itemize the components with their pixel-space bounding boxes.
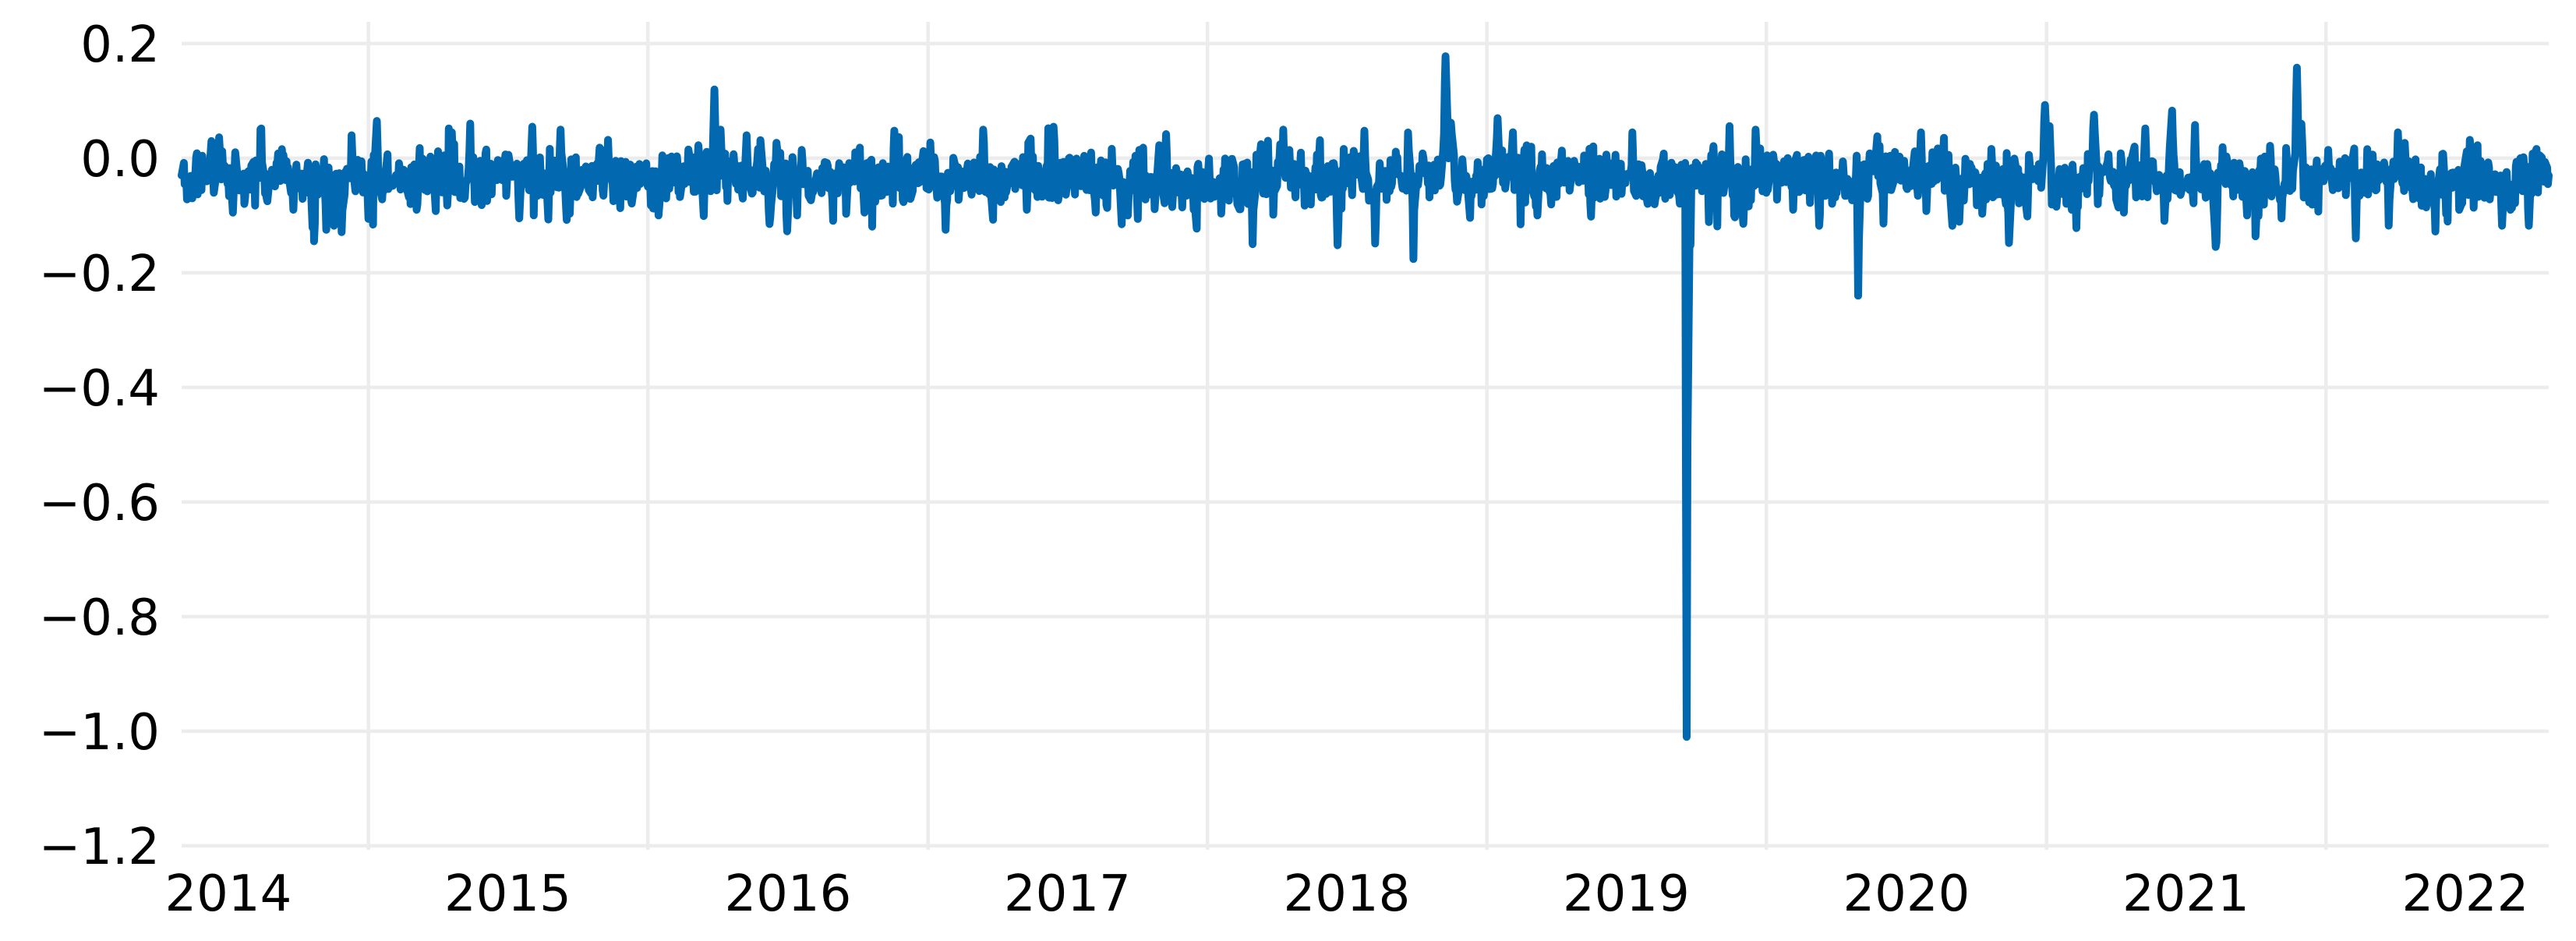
y-tick-label: −0.6 — [39, 475, 160, 532]
x-tick-label: 2019 — [1563, 865, 1690, 923]
y-tick-label: −0.8 — [39, 589, 160, 647]
y-tick-label: −0.2 — [39, 246, 160, 303]
y-tick-label: −1.0 — [39, 704, 160, 762]
x-tick-label: 2017 — [1004, 865, 1131, 923]
y-tick-label: 0.0 — [80, 131, 160, 189]
y-tick-label: −0.4 — [39, 360, 160, 418]
series-line — [178, 52, 2553, 741]
y-tick-label: 0.2 — [80, 16, 160, 74]
x-tick-label: 2020 — [1843, 865, 1970, 923]
x-tick-label: 2018 — [1283, 865, 1410, 923]
x-tick-label: 2014 — [164, 865, 292, 923]
x-tick-label: 2022 — [2401, 865, 2528, 923]
y-tick-label: −1.2 — [39, 819, 160, 876]
x-tick-label: 2016 — [724, 865, 851, 923]
x-tick-label: 2021 — [2122, 865, 2249, 923]
x-tick-label: 2015 — [444, 865, 571, 923]
series-layer — [178, 52, 2553, 741]
